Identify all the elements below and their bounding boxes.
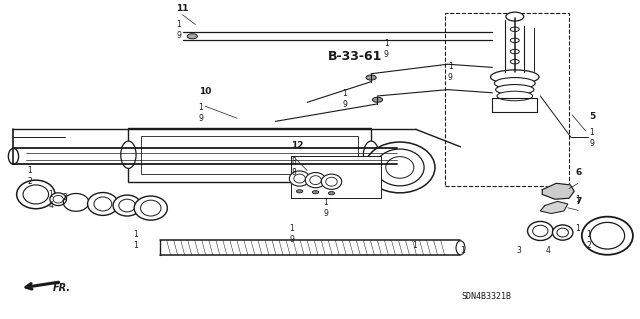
- Text: 1
9: 1 9: [176, 20, 181, 41]
- Text: 3: 3: [516, 246, 522, 255]
- Bar: [291, 156, 381, 197]
- Ellipse shape: [495, 85, 534, 95]
- Circle shape: [510, 27, 519, 32]
- Circle shape: [187, 34, 197, 39]
- Circle shape: [296, 190, 303, 193]
- Ellipse shape: [527, 221, 553, 241]
- Text: 1: 1: [413, 241, 417, 250]
- Text: 1
9: 1 9: [289, 224, 294, 244]
- Text: 7: 7: [575, 197, 582, 205]
- Text: 1
9: 1 9: [384, 39, 388, 59]
- Ellipse shape: [364, 141, 379, 168]
- Ellipse shape: [88, 193, 118, 215]
- Polygon shape: [540, 201, 568, 213]
- Text: 1
9: 1 9: [323, 198, 328, 218]
- Text: 5: 5: [589, 112, 596, 122]
- Circle shape: [372, 97, 383, 102]
- Text: 1: 1: [575, 224, 580, 233]
- Ellipse shape: [23, 185, 49, 204]
- Ellipse shape: [365, 142, 435, 193]
- Ellipse shape: [557, 228, 568, 237]
- Text: FR.: FR.: [53, 283, 71, 293]
- Ellipse shape: [294, 174, 305, 183]
- Text: 4: 4: [545, 246, 550, 255]
- Ellipse shape: [497, 91, 532, 101]
- Circle shape: [366, 75, 376, 80]
- Circle shape: [312, 191, 319, 194]
- Ellipse shape: [386, 157, 414, 178]
- Ellipse shape: [326, 177, 337, 186]
- Text: 3: 3: [63, 193, 67, 202]
- Polygon shape: [542, 183, 574, 199]
- Ellipse shape: [552, 225, 573, 240]
- Bar: [141, 136, 358, 174]
- Ellipse shape: [582, 217, 633, 255]
- Text: 6: 6: [575, 168, 582, 177]
- Ellipse shape: [94, 197, 112, 211]
- Ellipse shape: [506, 12, 524, 21]
- Ellipse shape: [532, 225, 548, 237]
- Ellipse shape: [310, 176, 321, 185]
- Text: 1
2: 1 2: [28, 167, 32, 187]
- Ellipse shape: [17, 180, 55, 209]
- Ellipse shape: [121, 141, 136, 168]
- Ellipse shape: [456, 241, 465, 255]
- Text: 11: 11: [176, 4, 189, 13]
- Text: B-33-61: B-33-61: [328, 50, 382, 63]
- Text: 1
1: 1 1: [134, 230, 138, 250]
- Circle shape: [510, 49, 519, 54]
- Circle shape: [510, 38, 519, 43]
- Text: 1
9: 1 9: [198, 103, 204, 123]
- Ellipse shape: [50, 193, 67, 205]
- Text: 1
4: 1 4: [49, 190, 54, 210]
- Text: SDN4B3321B: SDN4B3321B: [461, 292, 511, 300]
- Text: 8
8: 8 8: [291, 157, 296, 177]
- Text: 12: 12: [291, 141, 304, 150]
- Bar: [129, 128, 371, 182]
- Text: 1: 1: [461, 246, 465, 255]
- Ellipse shape: [53, 196, 63, 203]
- Circle shape: [510, 59, 519, 64]
- Ellipse shape: [119, 199, 136, 212]
- Ellipse shape: [134, 196, 168, 220]
- Ellipse shape: [494, 78, 535, 89]
- Circle shape: [328, 192, 335, 195]
- Ellipse shape: [113, 195, 141, 216]
- Ellipse shape: [321, 174, 342, 189]
- Ellipse shape: [289, 171, 310, 186]
- Ellipse shape: [8, 148, 19, 164]
- Ellipse shape: [490, 70, 539, 84]
- Text: 1
9: 1 9: [589, 128, 595, 148]
- Bar: [445, 13, 569, 187]
- Text: 1
2: 1 2: [586, 230, 591, 250]
- Text: 1
9: 1 9: [448, 62, 452, 82]
- Ellipse shape: [305, 173, 326, 188]
- Ellipse shape: [376, 149, 424, 186]
- Ellipse shape: [590, 222, 625, 249]
- Ellipse shape: [141, 200, 161, 216]
- Text: 1
9: 1 9: [342, 89, 348, 109]
- Text: 10: 10: [198, 87, 211, 96]
- Text: 1: 1: [575, 195, 580, 204]
